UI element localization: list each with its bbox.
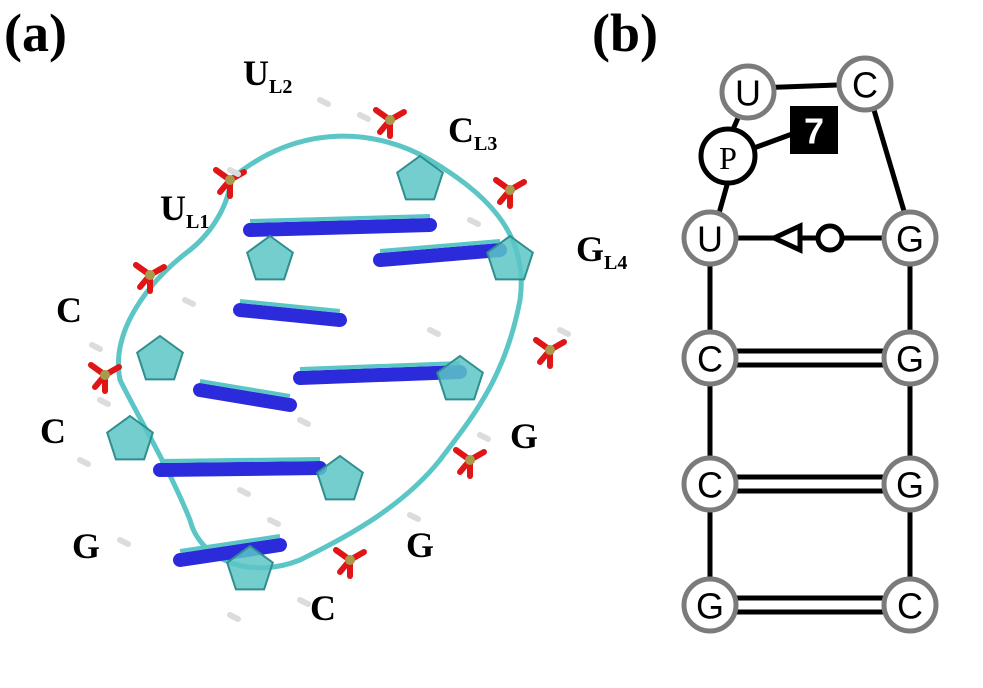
node-pair4-left: G [681,576,739,634]
svg-text:U: U [735,73,761,114]
panel-b-label: (b) [592,3,658,63]
residue-label-cl3: CL3 [448,110,498,155]
node-pair3-right: G [881,455,939,513]
annotation-badge: 7 [790,106,838,154]
residue-label-ul1: UL1 [160,188,210,233]
svg-text:G: G [896,219,924,260]
residue-label-g2: G [72,526,101,566]
svg-text:G: G [896,339,924,380]
svg-text:U: U [697,219,723,260]
panel-a-label: (a) [4,3,67,63]
watson-crick-bonds [736,348,886,615]
residue-label-c1: C [56,290,82,330]
node-phosphate: P [698,126,758,186]
residue-label-c3: C [310,588,336,628]
node-pair3-left: C [681,455,739,513]
residue-label-g1: G [510,416,539,456]
node-u-loop-top: U [719,63,777,121]
residue-label-gl4: GL4 [576,229,628,274]
residue-label-g3: G [406,525,435,565]
svg-text:7: 7 [804,111,824,152]
node-pair2-left: C [681,329,739,387]
node-pair2-right: G [881,329,939,387]
svg-text:C: C [852,65,878,106]
node-c-loop-top: C [836,55,894,113]
svg-text:C: C [897,586,923,627]
svg-text:G: G [696,586,724,627]
node-pair1-left: U [681,209,739,267]
node-pair1-right: G [881,209,939,267]
residue-label-c2: C [40,411,66,451]
noncanonical-pair-symbol [736,222,886,254]
svg-text:P: P [719,140,737,176]
molecule-sticks [77,97,571,622]
node-pair4-right: C [881,576,939,634]
svg-text:G: G [896,465,924,506]
svg-text:C: C [697,465,723,506]
svg-text:C: C [697,339,723,380]
residue-label-ul2: UL2 [243,53,293,98]
